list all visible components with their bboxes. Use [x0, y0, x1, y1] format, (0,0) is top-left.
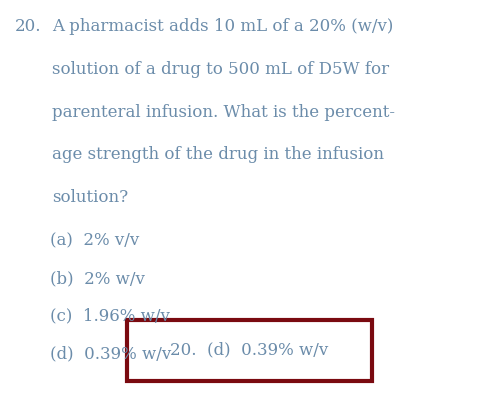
- Text: (b)  2% w/v: (b) 2% w/v: [50, 270, 145, 287]
- Text: age strength of the drug in the infusion: age strength of the drug in the infusion: [52, 146, 384, 164]
- Text: A pharmacist adds 10 mL of a 20% (w/v): A pharmacist adds 10 mL of a 20% (w/v): [52, 18, 394, 35]
- Text: (d)  0.39% w/v: (d) 0.39% w/v: [50, 345, 171, 362]
- Text: (a)  2% v/v: (a) 2% v/v: [50, 232, 139, 249]
- FancyBboxPatch shape: [127, 320, 372, 381]
- Text: 20.: 20.: [15, 18, 41, 35]
- Text: 20.  (d)  0.39% w/v: 20. (d) 0.39% w/v: [170, 342, 329, 359]
- Text: solution of a drug to 500 mL of D5W for: solution of a drug to 500 mL of D5W for: [52, 61, 390, 78]
- Text: (c)  1.96% w/v: (c) 1.96% w/v: [50, 308, 170, 325]
- Text: solution?: solution?: [52, 189, 129, 206]
- Text: parenteral infusion. What is the percent-: parenteral infusion. What is the percent…: [52, 104, 395, 121]
